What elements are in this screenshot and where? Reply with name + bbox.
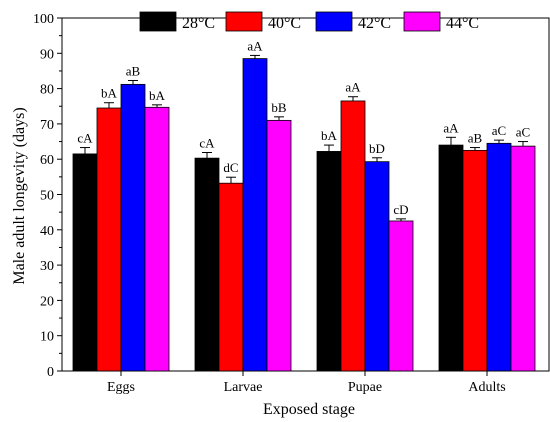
y-tick-label: 30 bbox=[40, 259, 54, 274]
y-axis-label: Male adult longevity (days) bbox=[11, 107, 28, 284]
data-label: cA bbox=[77, 131, 93, 146]
y-tick-label: 70 bbox=[40, 118, 54, 133]
bar bbox=[462, 149, 488, 372]
legend-swatch bbox=[139, 11, 177, 32]
bar bbox=[510, 145, 536, 372]
data-label: bA bbox=[101, 86, 118, 101]
legend-swatch bbox=[315, 11, 353, 32]
x-tick-label: Pupae bbox=[348, 380, 382, 395]
bar bbox=[340, 100, 366, 372]
data-label: aC bbox=[492, 123, 506, 138]
y-tick-label: 100 bbox=[33, 12, 54, 27]
bar bbox=[218, 182, 244, 372]
y-tick-label: 40 bbox=[40, 224, 54, 239]
data-label: bA bbox=[149, 88, 166, 103]
bar bbox=[194, 157, 220, 372]
data-label: aA bbox=[247, 38, 263, 53]
bar bbox=[438, 144, 464, 372]
y-tick-label: 80 bbox=[40, 83, 54, 98]
bar bbox=[72, 153, 98, 372]
data-label: aC bbox=[516, 125, 530, 140]
y-tick-label: 10 bbox=[40, 330, 54, 345]
bar bbox=[316, 151, 342, 372]
legend-label: 42°C bbox=[358, 15, 391, 32]
bar bbox=[120, 83, 146, 372]
y-tick-label: 0 bbox=[47, 365, 54, 380]
data-label: cA bbox=[199, 135, 215, 150]
legend-swatch bbox=[403, 11, 441, 32]
x-tick-label: Larvae bbox=[224, 380, 263, 395]
y-tick-label: 90 bbox=[40, 47, 54, 62]
data-label: dC bbox=[223, 160, 238, 175]
data-label: aB bbox=[468, 131, 483, 146]
x-tick-label: Eggs bbox=[107, 380, 135, 395]
legend-label: 44°C bbox=[446, 15, 479, 32]
y-tick-label: 60 bbox=[40, 153, 54, 168]
bar bbox=[486, 142, 512, 372]
data-label: aA bbox=[443, 120, 459, 135]
legend-label: 40°C bbox=[268, 15, 301, 32]
bar bbox=[96, 107, 122, 372]
y-tick-label: 50 bbox=[40, 189, 54, 204]
legend-label: 28°C bbox=[182, 15, 215, 32]
y-tick-label: 20 bbox=[40, 294, 54, 309]
bar bbox=[242, 58, 268, 372]
bar bbox=[144, 106, 170, 372]
x-tick-label: Adults bbox=[468, 380, 505, 395]
data-label: bD bbox=[369, 141, 385, 156]
data-label: cD bbox=[393, 202, 408, 217]
bar bbox=[364, 161, 390, 372]
bar bbox=[388, 220, 414, 372]
data-label: aA bbox=[345, 80, 361, 95]
bar bbox=[266, 119, 292, 372]
plot-area: 0 10 20 30 40 50 60 70 80 90 100 Eggs cA bA aB bA Larvae… bbox=[33, 11, 550, 395]
data-label: bB bbox=[271, 100, 287, 115]
data-label: bA bbox=[321, 128, 338, 143]
legend-swatch bbox=[225, 11, 263, 32]
data-label: aB bbox=[126, 63, 141, 78]
x-axis-label: Exposed stage bbox=[263, 401, 355, 418]
